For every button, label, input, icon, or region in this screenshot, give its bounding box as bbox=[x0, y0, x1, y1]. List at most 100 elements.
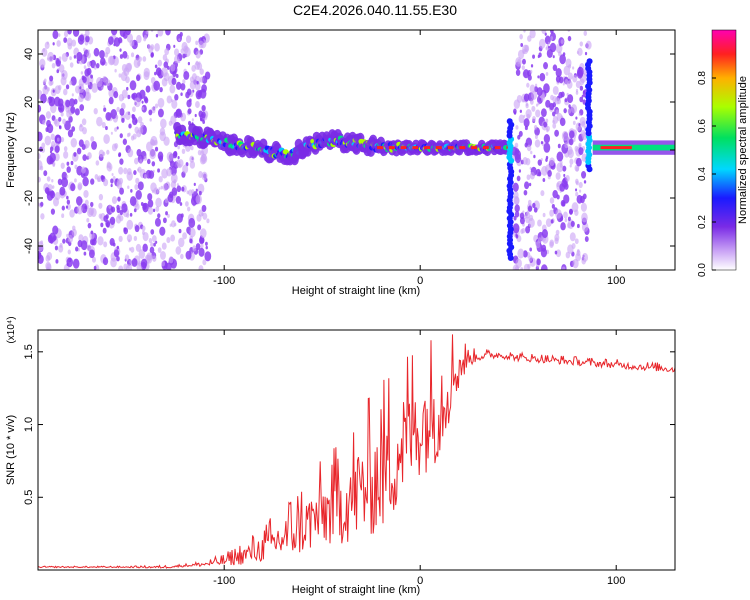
noise-point bbox=[40, 93, 47, 104]
noise-point bbox=[154, 217, 161, 227]
noise-point bbox=[570, 104, 578, 114]
noise-point bbox=[563, 173, 566, 177]
noise-point bbox=[110, 206, 116, 213]
noise-point bbox=[121, 203, 128, 213]
noise-point bbox=[150, 229, 155, 235]
noise-point bbox=[86, 52, 91, 59]
noise-point bbox=[178, 237, 185, 248]
noise-point bbox=[103, 178, 109, 187]
noise-point bbox=[60, 162, 65, 169]
noise-point bbox=[563, 65, 571, 76]
noise-point bbox=[146, 141, 153, 152]
noise-point bbox=[515, 57, 522, 67]
noise-point bbox=[136, 34, 142, 44]
noise-point bbox=[178, 159, 184, 167]
noise-point bbox=[550, 94, 554, 101]
noise-point bbox=[157, 108, 164, 118]
noise-point bbox=[543, 62, 548, 70]
noise-point bbox=[186, 190, 190, 195]
noise-point bbox=[552, 119, 555, 124]
noise-point bbox=[562, 165, 567, 172]
noise-point bbox=[76, 205, 83, 215]
noise-point bbox=[531, 105, 536, 112]
noise-point bbox=[187, 61, 191, 66]
noise-point bbox=[85, 35, 90, 43]
noise-point bbox=[90, 178, 95, 185]
noise-point bbox=[150, 242, 154, 248]
noise-point bbox=[537, 75, 540, 79]
noise-point bbox=[105, 220, 111, 228]
noise-point bbox=[74, 108, 80, 116]
noise-point bbox=[195, 194, 202, 205]
noise-point bbox=[146, 158, 151, 165]
noise-point bbox=[152, 255, 157, 262]
noise-point bbox=[155, 206, 160, 212]
noise-point bbox=[60, 69, 68, 81]
noise-point bbox=[108, 204, 112, 209]
noise-point bbox=[175, 246, 182, 255]
noise-point bbox=[159, 226, 166, 236]
noise-point bbox=[151, 161, 156, 167]
noise-point bbox=[134, 157, 139, 165]
noise-point bbox=[66, 233, 69, 238]
noise-point bbox=[578, 123, 581, 127]
noise-point bbox=[126, 86, 129, 91]
noise-point bbox=[555, 109, 560, 115]
noise-point bbox=[135, 119, 138, 124]
noise-point bbox=[525, 102, 529, 107]
ridge-core bbox=[196, 131, 202, 137]
noise-point bbox=[185, 201, 189, 207]
noise-point bbox=[118, 265, 124, 270]
noise-point bbox=[129, 39, 135, 47]
noise-point bbox=[111, 30, 118, 36]
noise-point bbox=[173, 44, 176, 48]
noise-point bbox=[532, 115, 536, 122]
noise-point bbox=[72, 30, 80, 37]
noise-point bbox=[134, 42, 137, 46]
noise-point bbox=[196, 80, 199, 85]
noise-point bbox=[547, 41, 550, 45]
noise-point bbox=[66, 109, 72, 118]
noise-point bbox=[110, 183, 113, 188]
noise-point bbox=[521, 65, 525, 71]
noise-point bbox=[157, 30, 164, 37]
noise-point bbox=[523, 93, 530, 102]
noise-point bbox=[521, 98, 525, 103]
noise-point bbox=[556, 194, 560, 200]
noise-point bbox=[103, 215, 108, 223]
noise-point bbox=[139, 159, 143, 165]
noise-point bbox=[45, 127, 49, 133]
noise-point bbox=[183, 70, 190, 80]
noise-point bbox=[55, 58, 61, 67]
noise-point bbox=[121, 117, 125, 123]
noise-point bbox=[141, 106, 145, 111]
snr-ylabel: SNR (10 * v/v) bbox=[5, 415, 17, 485]
noise-point bbox=[514, 148, 520, 155]
noise-point bbox=[123, 227, 129, 235]
noise-point bbox=[125, 62, 132, 73]
noise-point bbox=[133, 235, 138, 242]
noise-point bbox=[558, 91, 563, 99]
noise-point bbox=[97, 236, 104, 246]
noise-point bbox=[66, 166, 71, 173]
noise-point bbox=[101, 86, 104, 90]
noise-point bbox=[62, 238, 66, 244]
noise-point bbox=[515, 125, 519, 130]
noise-point bbox=[534, 134, 538, 140]
noise-point bbox=[145, 30, 149, 35]
noise-point bbox=[543, 142, 551, 153]
noise-point bbox=[156, 189, 160, 194]
spectrogram-ytick-label: 0 bbox=[23, 147, 35, 153]
noise-point bbox=[159, 127, 166, 136]
noise-point bbox=[513, 99, 521, 109]
noise-point bbox=[65, 205, 69, 209]
noise-point bbox=[554, 129, 559, 137]
snr-xtick-label: 100 bbox=[607, 575, 625, 587]
noise-point bbox=[582, 193, 587, 200]
snr-panel: -100 0 100 0.5 1.0 1.5 Height of straight lin… bbox=[5, 316, 676, 596]
noise-point bbox=[537, 237, 542, 244]
noise-point bbox=[526, 144, 532, 152]
noise-point bbox=[130, 52, 135, 58]
noise-point bbox=[148, 170, 155, 179]
noise-point bbox=[200, 154, 208, 164]
